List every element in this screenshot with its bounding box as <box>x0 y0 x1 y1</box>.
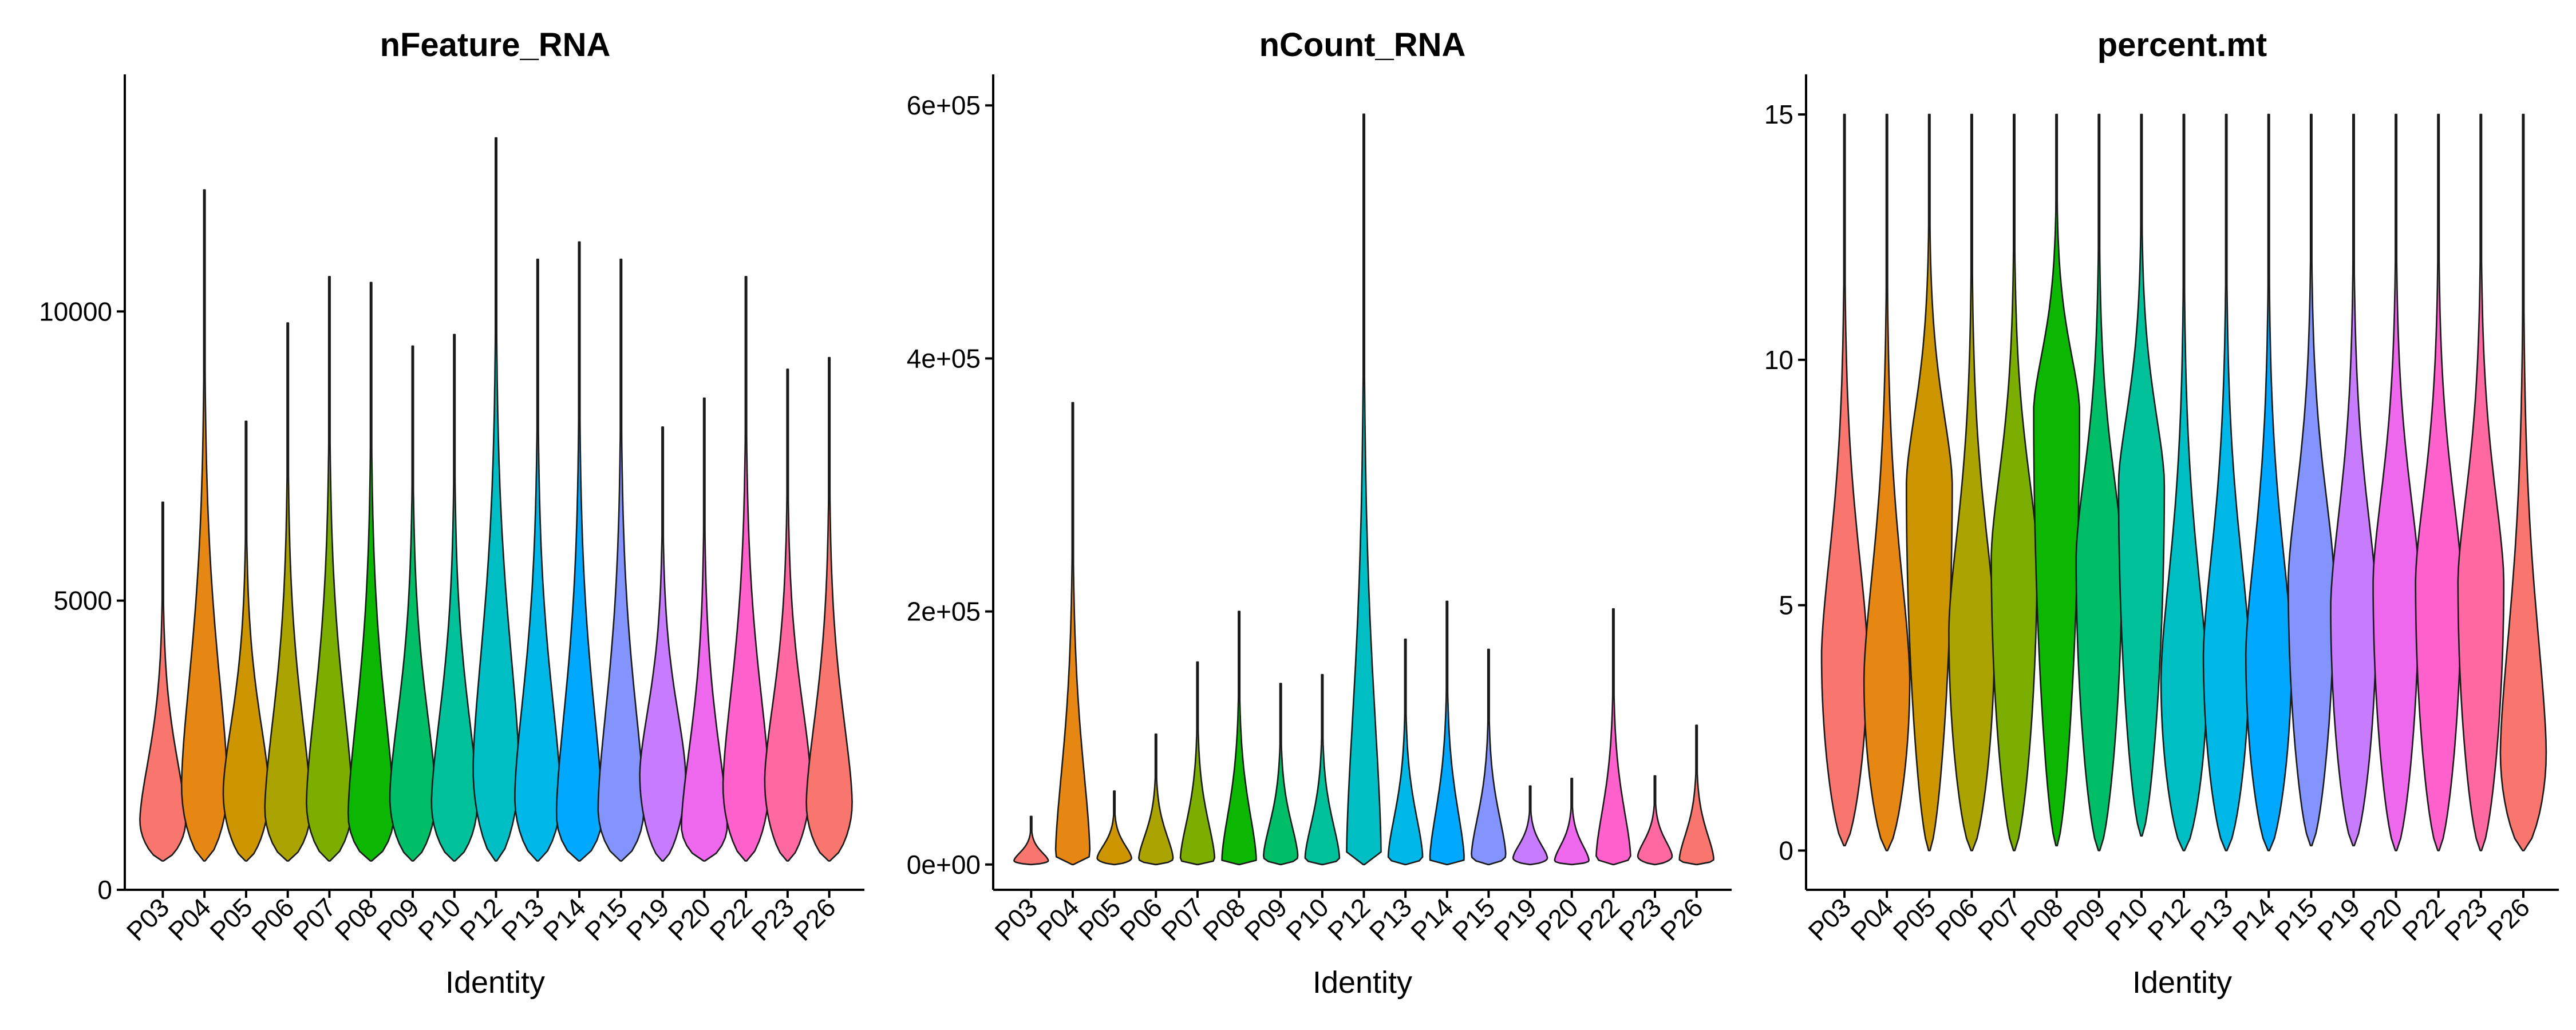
y-tick-label: 5 <box>1779 591 1793 620</box>
y-tick-label: 0 <box>1779 835 1793 865</box>
x-axis-title: Identity <box>1313 965 1412 1000</box>
y-tick-label: 4e+05 <box>907 343 981 373</box>
y-tick-label: 2e+05 <box>907 597 981 627</box>
x-axis-title: Identity <box>2132 965 2232 1000</box>
y-tick-label: 0e+00 <box>907 850 981 880</box>
y-tick-label: 15 <box>1764 100 1793 129</box>
panel-title: percent.mt <box>2097 26 2267 64</box>
y-tick-label: 5000 <box>54 586 112 616</box>
y-tick-label: 10 <box>1764 345 1793 375</box>
y-tick-label: 0 <box>97 875 112 905</box>
x-axis-title: Identity <box>445 965 545 1000</box>
y-tick-label: 10000 <box>39 296 112 326</box>
y-tick-label: 6e+05 <box>907 90 981 120</box>
panel-title: nFeature_RNA <box>380 26 611 64</box>
panel-title: nCount_RNA <box>1259 26 1466 64</box>
